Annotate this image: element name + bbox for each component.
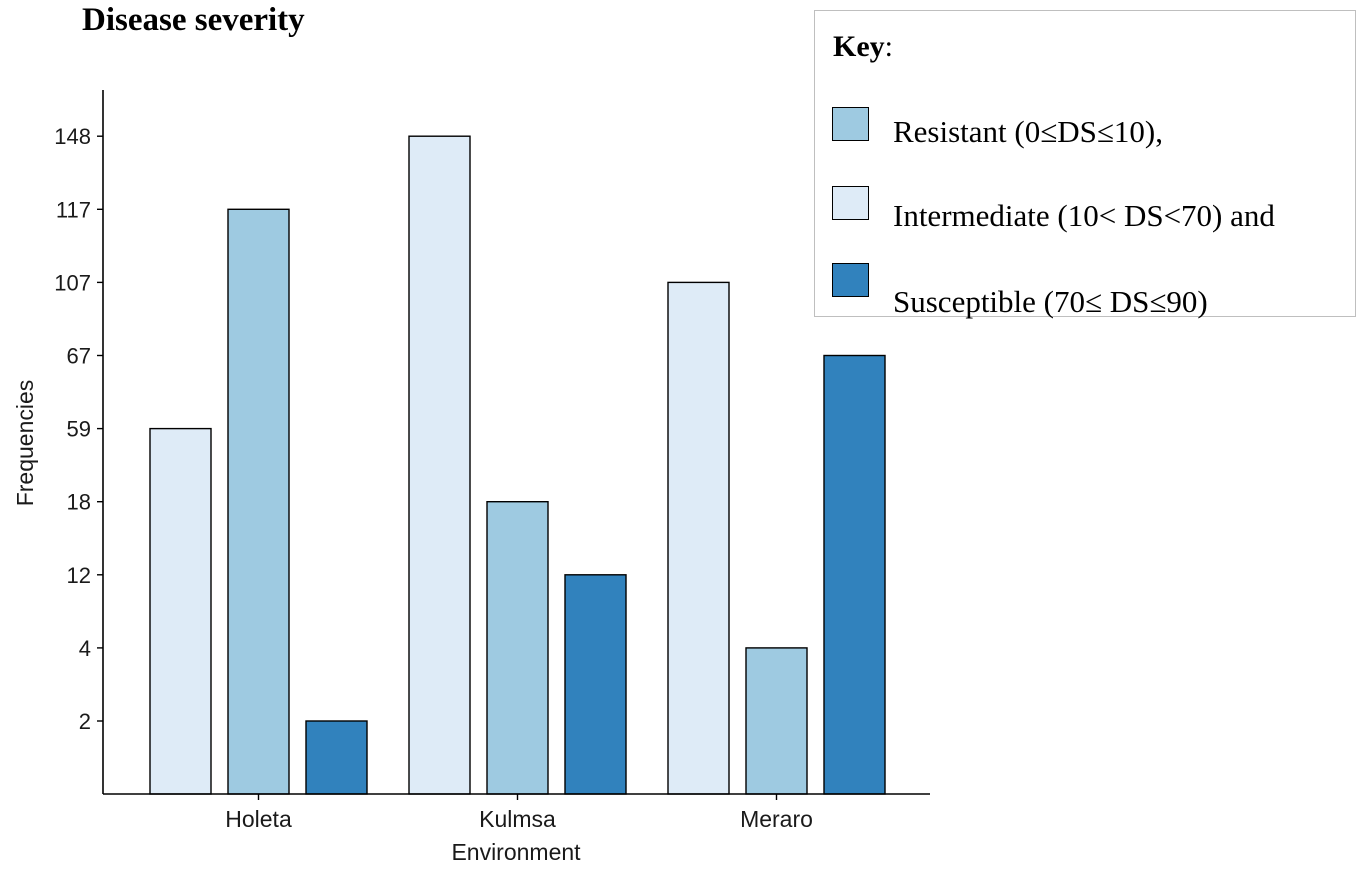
- bar-holeta-resistant: [227, 208, 290, 795]
- x-tick-label: Holeta: [225, 806, 292, 832]
- bar-meraro-resistant: [745, 647, 808, 795]
- y-tick-label: 67: [67, 344, 91, 369]
- bar-kulmsa-susceptible: [564, 574, 627, 795]
- y-axis-label: Frequencies: [12, 380, 38, 507]
- legend-label-resistant: Resistant (0≤DS≤10),: [893, 114, 1163, 149]
- y-tick-label: 107: [54, 270, 91, 295]
- x-axis-label: Environment: [451, 839, 581, 865]
- x-tick-label: Meraro: [740, 806, 813, 832]
- legend-label-susceptible: Susceptible (70≤ DS≤90): [893, 284, 1208, 319]
- y-tick-label: 2: [79, 709, 91, 734]
- y-tick-label: 148: [54, 124, 91, 149]
- legend-swatch-intermediate: [832, 186, 869, 220]
- legend-swatch-resistant: [832, 107, 869, 141]
- x-tick-label: Kulmsa: [479, 806, 556, 832]
- y-tick-label: 12: [67, 563, 91, 588]
- bar-holeta-intermediate: [149, 427, 212, 795]
- y-tick-label: 18: [67, 490, 91, 515]
- bar-kulmsa-resistant: [486, 501, 549, 795]
- legend-label-intermediate: Intermediate (10< DS<70) and: [893, 198, 1275, 233]
- bar-kulmsa-intermediate: [408, 135, 471, 795]
- y-tick-label: 4: [79, 636, 91, 661]
- chart-title: Disease severity: [82, 2, 305, 38]
- y-tick-label: 59: [67, 417, 91, 442]
- bar-chart: 2 4 12 18 59 67 107 117 148 Holeta Kulmsa Meraro En…: [12, 90, 930, 865]
- legend-heading: Key:: [833, 30, 893, 63]
- legend: Key: Resistant (0≤DS≤10), Intermediate (…: [814, 10, 1356, 319]
- legend-swatch-susceptible: [832, 263, 869, 297]
- bar-meraro-susceptible: [823, 354, 886, 795]
- bar-meraro-intermediate: [667, 281, 730, 795]
- y-tick-label: 117: [56, 197, 91, 222]
- bar-holeta-susceptible: [305, 720, 368, 795]
